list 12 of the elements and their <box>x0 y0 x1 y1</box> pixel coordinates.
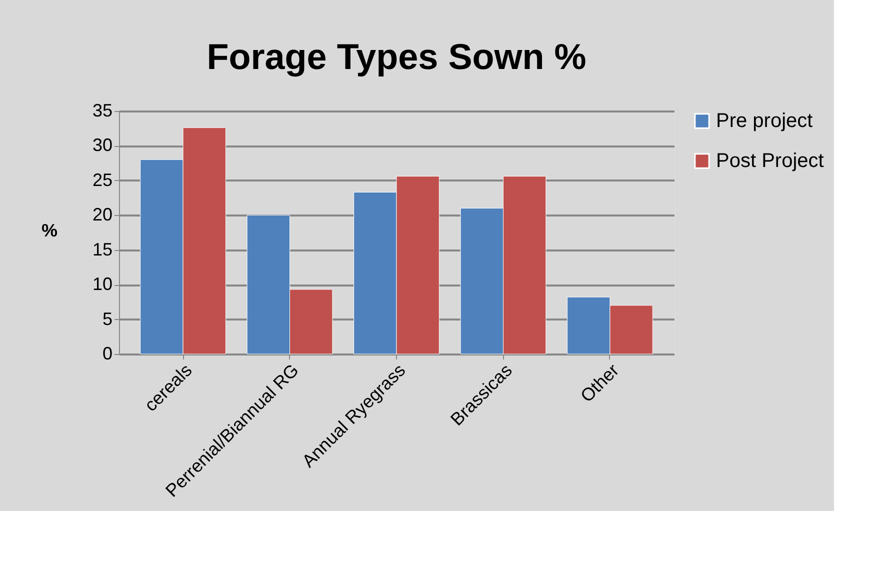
legend-label: Post Project <box>716 150 824 172</box>
y-tick-label: 20 <box>92 204 112 225</box>
legend-label: Pre project <box>716 110 814 132</box>
y-tick-label: 35 <box>92 100 112 120</box>
y-tick-label: 30 <box>92 135 112 156</box>
y-tick-label: 5 <box>102 308 112 329</box>
y-tick-label: 25 <box>92 170 112 190</box>
chart-title: Forage Types Sown % <box>206 36 586 77</box>
y-tick-label: 0 <box>102 344 112 364</box>
y-tick-label: 15 <box>92 239 112 260</box>
y-tick-label: 10 <box>92 274 112 294</box>
y-axis-title: % <box>41 220 58 240</box>
